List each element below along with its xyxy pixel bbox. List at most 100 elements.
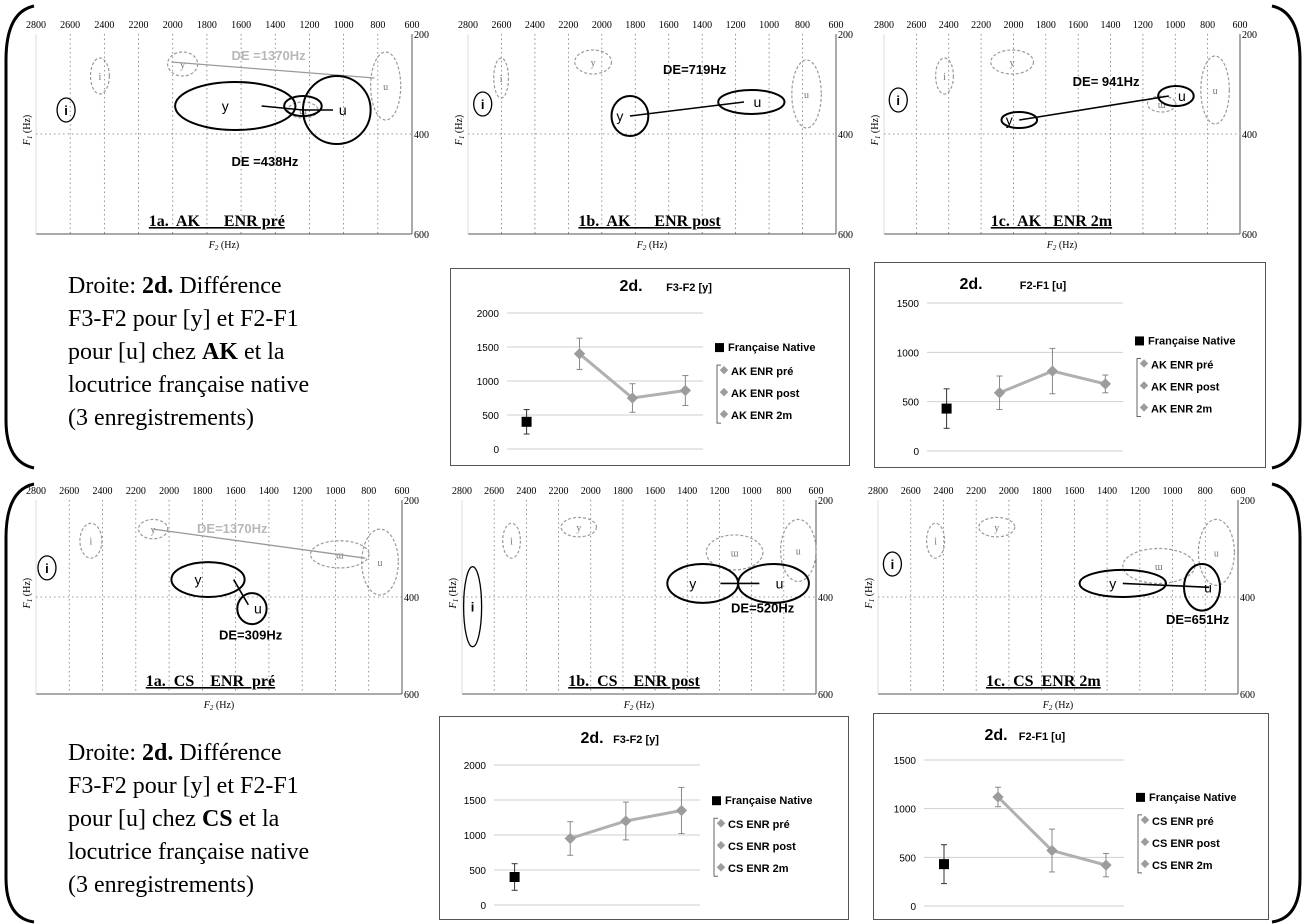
reference-label: y	[180, 60, 185, 71]
reference-ellipse	[574, 49, 613, 75]
legend-series-label: AK ENR pré	[1151, 359, 1213, 371]
de-label: DE=309Hz	[219, 628, 283, 643]
x-tick-label: 1600	[226, 486, 246, 497]
x-tick-label: 1000	[334, 20, 354, 31]
x-tick-label: 600	[405, 20, 420, 31]
x-tick-label: 600	[1233, 20, 1248, 31]
line-chart-svg: 2d. F3-F2 [y] 0 500 1000 1500 2000 Française Na…	[477, 278, 816, 456]
y-tick-label: 600	[404, 690, 419, 701]
reference-label: u	[378, 558, 383, 569]
legend-series-marker	[1140, 837, 1150, 847]
x-tick-label: 1200	[709, 486, 729, 497]
x-tick-label: 2000	[159, 486, 179, 497]
native-point	[939, 859, 949, 870]
legend-bracket	[1137, 814, 1142, 874]
reference-label: i	[510, 537, 513, 548]
x-tick-label: 1400	[1097, 486, 1117, 497]
x-tick-label: 1000	[759, 20, 779, 31]
x-tick-label: 1200	[1130, 486, 1150, 497]
legend-series-marker	[716, 840, 726, 850]
series-point	[675, 804, 688, 817]
x-tick-label: 2000	[592, 20, 612, 31]
y-axis-label: F1 (Hz)	[870, 115, 882, 146]
y-tick-label: 200	[414, 30, 429, 41]
y-tick-label: 400	[1242, 130, 1257, 141]
x-tick-label: 1600	[659, 20, 679, 31]
learner-ellipse	[610, 95, 650, 137]
reference-ellipse	[309, 540, 370, 569]
reference-label: y	[591, 58, 596, 69]
reference-label: y	[576, 523, 581, 534]
y-tick-label: 400	[404, 593, 419, 604]
formant-chart-cs2: 2800 2600 2400 2200 2000 1800 1600 1400 1200 1000…	[448, 486, 833, 712]
reference-label: i	[943, 72, 946, 83]
y-tick-label: 500	[482, 411, 499, 422]
y-tick-label: 500	[469, 866, 486, 877]
x-tick-label: 2400	[516, 486, 536, 497]
x-tick-label: 2400	[525, 20, 545, 31]
native-point	[521, 416, 532, 427]
de-label: DE =438Hz	[232, 154, 299, 169]
y-tick-label: 1000	[464, 831, 487, 842]
y-axis-label: F1 (Hz)	[454, 115, 466, 146]
i-label: i	[891, 557, 895, 572]
grey-distance-line	[153, 528, 366, 559]
left-brace-bottom	[4, 482, 35, 924]
x-tick-label: 800	[795, 20, 810, 31]
i-label: i	[45, 561, 49, 576]
black-distance-line	[261, 105, 304, 111]
x-tick-label: 1000	[1163, 486, 1183, 497]
de-label: DE=1370Hz	[197, 521, 268, 536]
learner-ellipse	[174, 81, 297, 131]
y-tick-label: 1000	[477, 377, 500, 388]
x-tick-label: 2000	[581, 486, 601, 497]
x-tick-label: 1600	[231, 20, 251, 31]
i-label: i	[481, 97, 485, 112]
reference-ellipse	[705, 534, 764, 571]
y-tick-label: 600	[1242, 230, 1257, 241]
x-tick-label: 800	[370, 20, 385, 31]
x-tick-label: 2600	[491, 20, 511, 31]
i-ellipse	[56, 97, 76, 123]
reference-label: u	[1213, 86, 1218, 97]
line-chart-svg: 2d. F2-F1 [u] 0 500 1000 1500 Française Native…	[897, 276, 1236, 458]
legend-series-marker	[716, 862, 726, 872]
x-axis-label: F2 (Hz)	[208, 240, 239, 252]
x-tick-label: 1000	[742, 486, 762, 497]
y-tick-label: 1500	[464, 796, 487, 807]
x-tick-label: 2600	[901, 486, 921, 497]
de-label: DE=651Hz	[1166, 612, 1230, 627]
y-axis-label: F1 (Hz)	[864, 578, 876, 609]
x-tick-label: 2000	[163, 20, 183, 31]
formant-chart-ak2: 2800 2600 2400 2200 2000 1800 1600 1400 1200 1000…	[454, 20, 853, 252]
legend-series-label: CS ENR 2m	[728, 863, 789, 875]
learner-label-y: y	[1109, 575, 1116, 591]
chart-caption: 1b. AK ENR post	[578, 213, 721, 230]
chart-title: 2d.	[580, 730, 603, 747]
learner-label-u: u	[339, 102, 347, 118]
line-chart-cs-f3f2: 2d. F3-F2 [y] 0 500 1000 1500 2000 Française Na…	[439, 716, 849, 920]
x-tick-label: 2000	[1003, 20, 1023, 31]
y-tick-label: 600	[1240, 690, 1255, 701]
y-tick-label: 0	[910, 902, 916, 913]
y-tick-label: 400	[414, 130, 429, 141]
learner-label-u: u	[254, 601, 262, 617]
reference-ellipse	[370, 51, 402, 121]
legend-native-marker	[715, 343, 724, 353]
legend-native-label: Française Native	[1148, 335, 1235, 347]
y-tick-label: 200	[1242, 30, 1257, 41]
x-tick-label: 1400	[1101, 20, 1121, 31]
reference-ellipse	[1197, 518, 1235, 586]
i-label: i	[471, 600, 475, 615]
learner-label-u: u	[776, 575, 784, 591]
chart-caption: 1a. CS ENR pré	[146, 673, 275, 690]
chart-caption: 1b. CS ENR post	[568, 673, 700, 690]
x-tick-label: 2800	[452, 486, 472, 497]
series-point	[679, 384, 692, 397]
line-chart-ak-f3f2: 2d. F3-F2 [y] 0 500 1000 1500 2000 Française Na…	[450, 268, 850, 466]
formant-chart-cs3: 2800 2600 2400 2200 2000 1800 1600 1400 1200 1000…	[864, 486, 1255, 712]
y-axis-label: F1 (Hz)	[448, 578, 460, 609]
formant-chart-cs1: 2800 2600 2400 2200 2000 1800 1600 1400 1200 1000…	[22, 486, 419, 712]
y-tick-label: 2000	[477, 309, 500, 320]
x-tick-label: 2200	[971, 20, 991, 31]
